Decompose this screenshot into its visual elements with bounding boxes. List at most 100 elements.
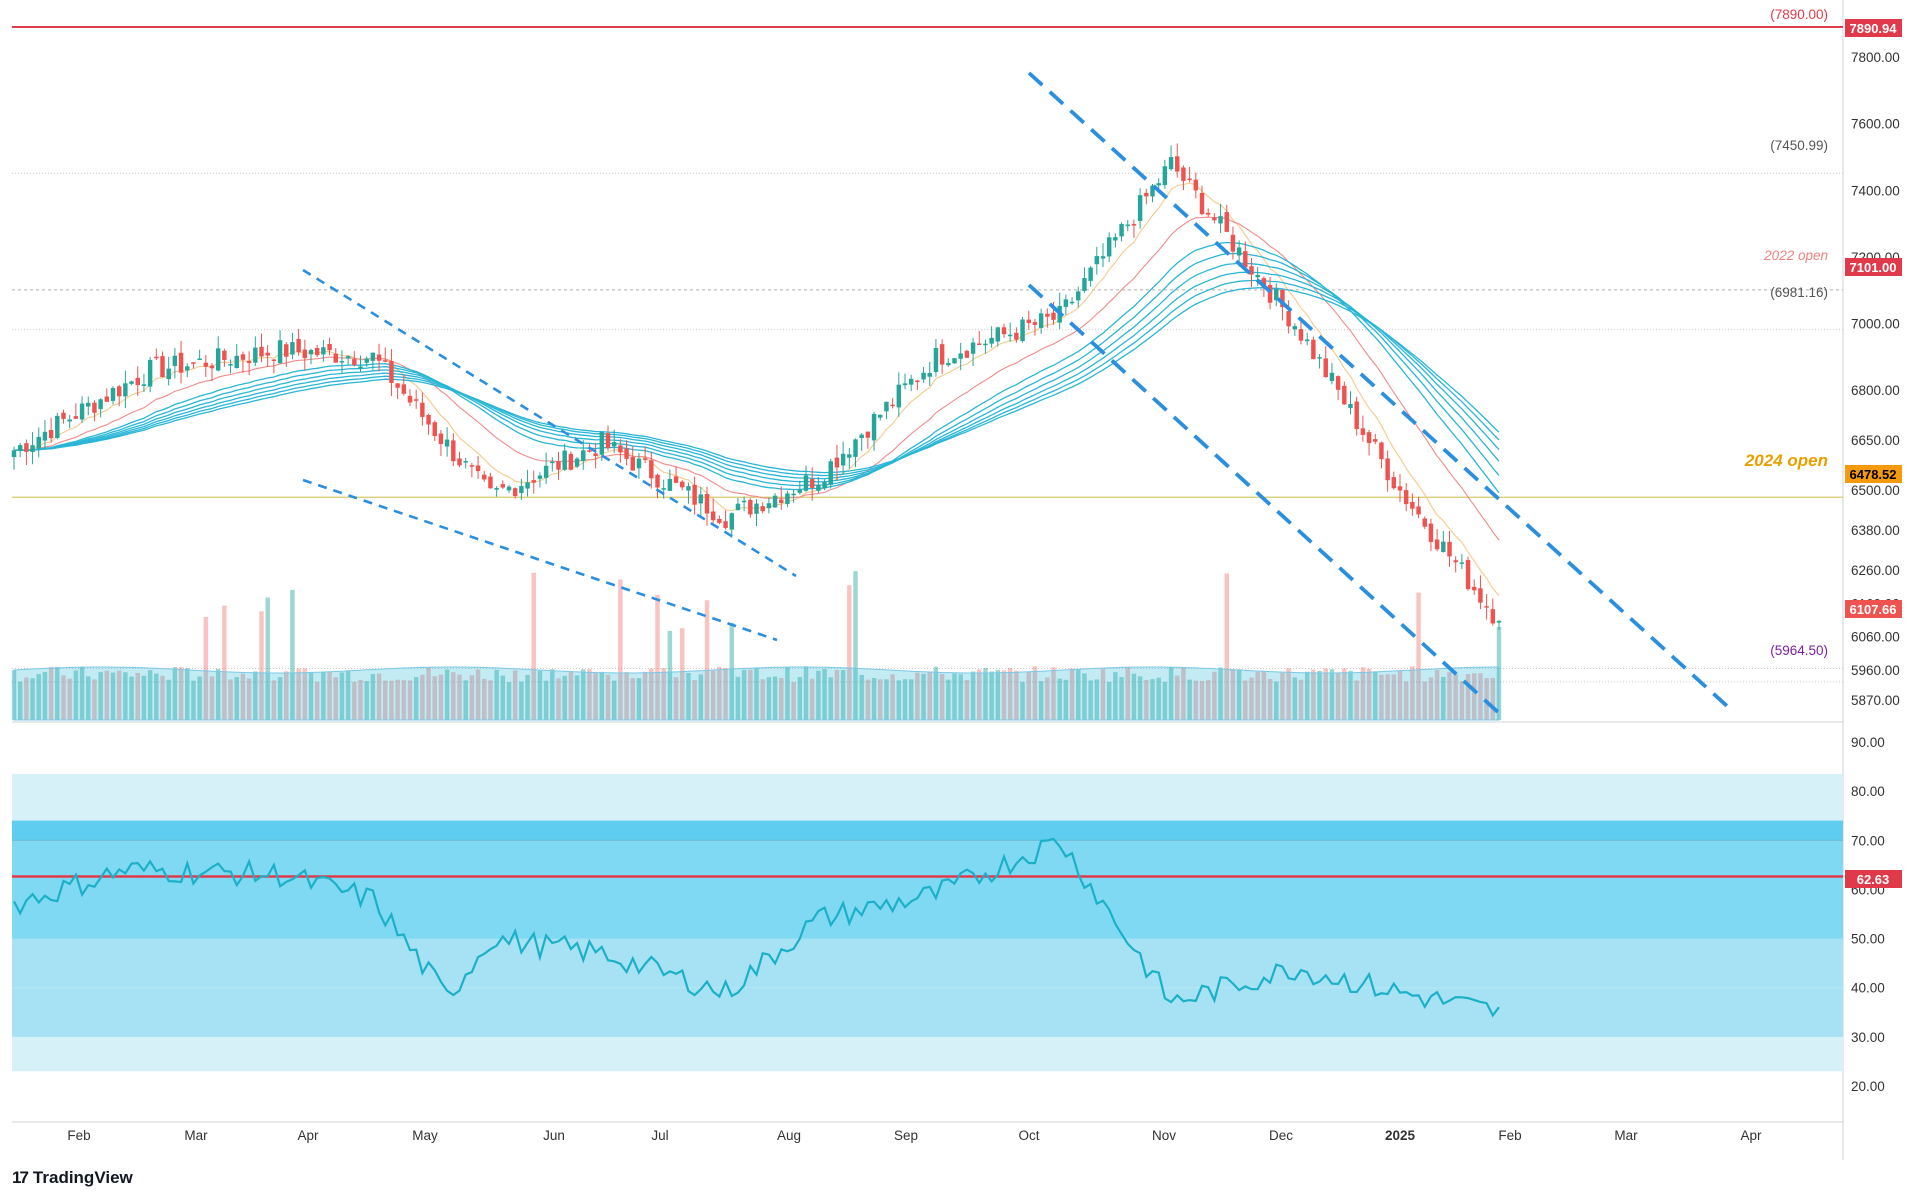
candle bbox=[154, 348, 159, 361]
candle-body bbox=[853, 439, 858, 457]
candle bbox=[1137, 188, 1143, 229]
candle bbox=[816, 477, 821, 494]
candle-body bbox=[296, 338, 301, 353]
volume-bar bbox=[1020, 681, 1025, 720]
time-tick-label: Mar bbox=[184, 1128, 208, 1143]
candle-body bbox=[129, 381, 134, 384]
rsi-tick-label: 70.00 bbox=[1851, 833, 1885, 848]
candle bbox=[649, 451, 654, 489]
volume-bar bbox=[865, 679, 871, 720]
candle bbox=[147, 356, 153, 393]
candle bbox=[413, 389, 419, 409]
candle bbox=[1063, 294, 1069, 316]
candle bbox=[803, 465, 809, 492]
volume-bar bbox=[1459, 681, 1465, 720]
volume-bar bbox=[884, 679, 889, 720]
candle bbox=[135, 366, 140, 396]
rsi-series-line bbox=[13, 837, 1500, 1018]
candle bbox=[1131, 219, 1137, 238]
candle-body bbox=[1311, 339, 1316, 360]
volume-bar bbox=[1137, 676, 1143, 720]
volume-bar bbox=[667, 630, 673, 720]
volume-bar bbox=[952, 673, 957, 720]
candle-body bbox=[24, 443, 29, 452]
volume-bar bbox=[1323, 668, 1328, 720]
candle bbox=[581, 440, 586, 470]
candle-body bbox=[1076, 291, 1081, 301]
time-tick-label: Feb bbox=[67, 1128, 90, 1143]
volume-bar bbox=[828, 677, 833, 720]
candle bbox=[1032, 318, 1038, 336]
volume-bar bbox=[921, 673, 926, 720]
candle-body bbox=[426, 414, 431, 425]
price-tick-label: 6500.00 bbox=[1851, 483, 1900, 498]
volume-bar bbox=[246, 678, 252, 720]
candle-body bbox=[902, 383, 908, 386]
candles bbox=[11, 143, 1502, 630]
candle-body bbox=[1459, 562, 1465, 564]
candle bbox=[847, 447, 852, 469]
volume-bar bbox=[1422, 681, 1427, 720]
candle-body bbox=[1243, 251, 1248, 268]
rsi-tick-label: 40.00 bbox=[1851, 981, 1885, 996]
volume-bar bbox=[1088, 680, 1093, 720]
volume-bar bbox=[636, 678, 642, 720]
candle-body bbox=[1428, 523, 1434, 542]
volume-bar bbox=[853, 571, 858, 720]
volume-bar bbox=[203, 616, 209, 720]
candle bbox=[927, 361, 932, 386]
candle-body bbox=[927, 373, 932, 377]
volume-bar bbox=[1026, 671, 1031, 720]
time-tick-label: Apr bbox=[297, 1128, 319, 1143]
volume-bar bbox=[655, 595, 660, 720]
candle-body bbox=[1261, 278, 1267, 288]
candle bbox=[426, 413, 431, 435]
volume-bar bbox=[1156, 677, 1161, 720]
candle bbox=[451, 433, 456, 467]
candle bbox=[166, 357, 171, 386]
candle bbox=[55, 412, 60, 440]
volume-bar bbox=[1311, 669, 1316, 720]
candle-body bbox=[1317, 357, 1322, 359]
candle-body bbox=[710, 511, 716, 521]
volume-bar bbox=[512, 670, 518, 720]
candle bbox=[840, 441, 846, 475]
volume-bar bbox=[605, 674, 611, 720]
volume-bar bbox=[1286, 668, 1291, 720]
volume-bar bbox=[1125, 667, 1130, 720]
candle bbox=[642, 446, 648, 464]
volume-bar bbox=[723, 667, 728, 720]
candle bbox=[116, 384, 122, 407]
candle-body bbox=[42, 431, 48, 441]
top-level-label: (7890.00) bbox=[1770, 7, 1828, 22]
candle-body bbox=[147, 359, 153, 387]
candle-body bbox=[915, 380, 920, 383]
candle-body bbox=[618, 445, 623, 453]
candle bbox=[1212, 213, 1217, 224]
candle-body bbox=[215, 348, 221, 371]
candle bbox=[964, 349, 970, 359]
candle-body bbox=[364, 358, 369, 363]
candle bbox=[531, 470, 536, 494]
volume-bar bbox=[333, 677, 338, 720]
candle-body bbox=[277, 340, 283, 364]
volume-bar bbox=[215, 668, 221, 720]
candle bbox=[246, 351, 252, 376]
candle-body bbox=[1484, 606, 1489, 608]
candle bbox=[1428, 518, 1434, 551]
trend-lines[interactable] bbox=[302, 71, 1729, 716]
candle-body bbox=[1453, 560, 1458, 563]
tradingview-logo[interactable]: 17 TradingView bbox=[12, 1168, 133, 1188]
candle-body bbox=[568, 453, 574, 470]
candle bbox=[1162, 159, 1168, 189]
volume-bar bbox=[989, 671, 994, 720]
volume-bar bbox=[574, 675, 580, 720]
spring-channel-upper bbox=[302, 268, 797, 578]
candle bbox=[710, 498, 716, 523]
candle bbox=[921, 366, 926, 383]
volume-bar bbox=[191, 680, 196, 720]
volume-bar bbox=[1416, 592, 1421, 720]
candle bbox=[779, 486, 784, 510]
candle bbox=[1397, 474, 1403, 503]
